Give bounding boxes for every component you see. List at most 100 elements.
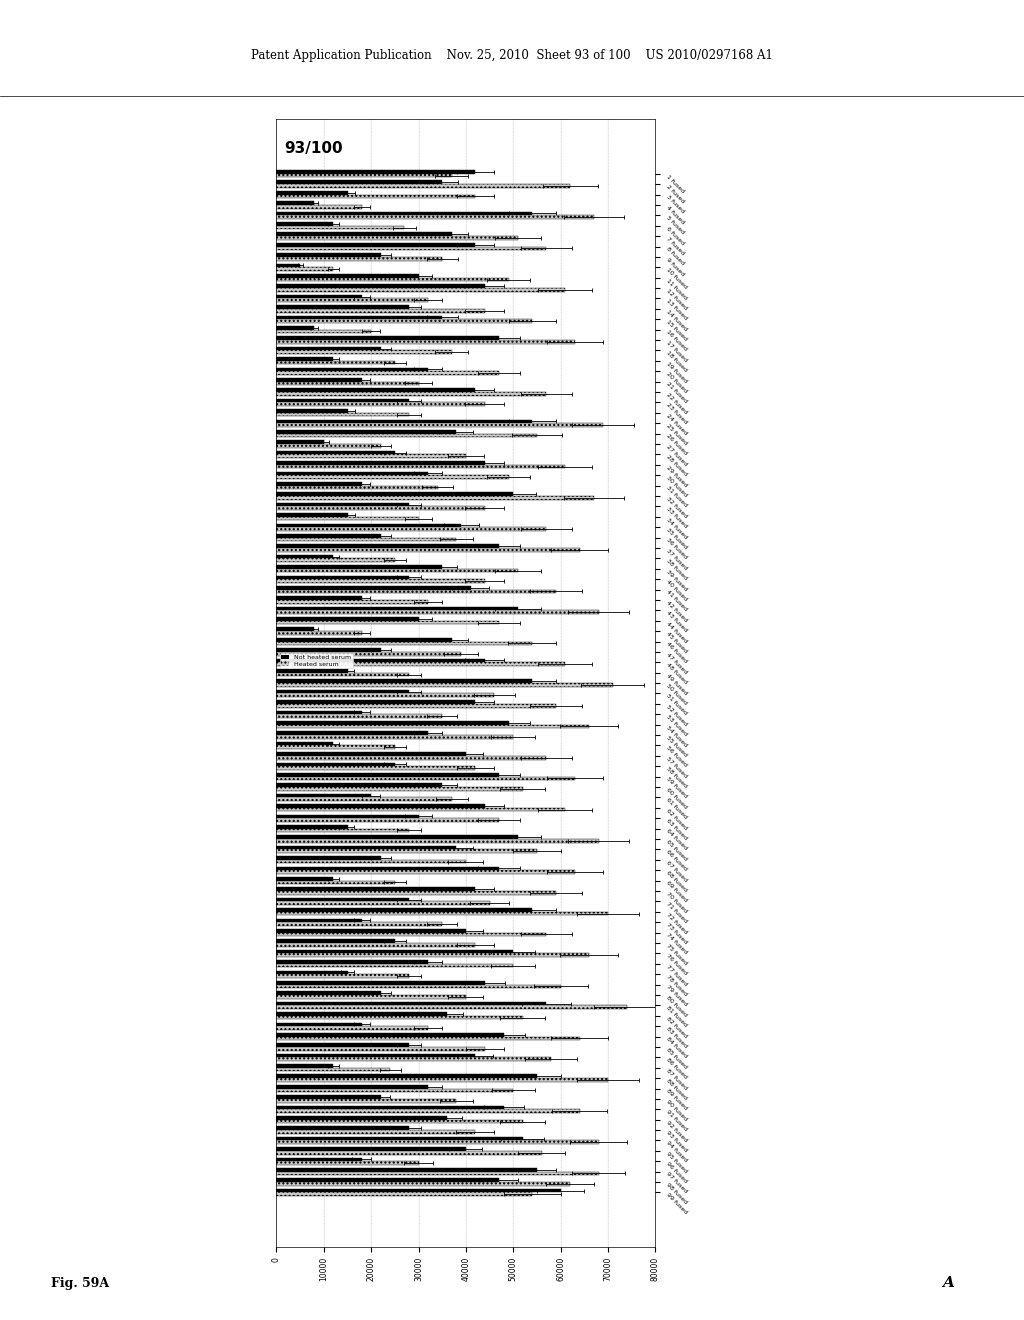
Bar: [276, 970, 347, 974]
Bar: [276, 350, 452, 354]
Bar: [276, 929, 466, 933]
Bar: [276, 1074, 537, 1078]
Bar: [276, 236, 518, 240]
Bar: [276, 880, 395, 884]
Bar: [276, 309, 485, 313]
Bar: [276, 731, 428, 735]
Bar: [276, 682, 612, 686]
Bar: [276, 870, 574, 874]
Bar: [276, 1179, 499, 1183]
Bar: [276, 1089, 513, 1092]
Bar: [276, 923, 442, 925]
Bar: [276, 721, 509, 725]
Bar: [276, 215, 594, 219]
Bar: [276, 516, 419, 520]
Bar: [276, 620, 499, 624]
Bar: [276, 714, 442, 718]
Bar: [276, 1078, 608, 1082]
Bar: [276, 787, 522, 791]
Bar: [276, 700, 475, 704]
Bar: [276, 471, 428, 475]
Bar: [276, 1172, 598, 1175]
Bar: [276, 1053, 475, 1057]
Bar: [276, 735, 513, 739]
Bar: [276, 586, 471, 590]
Bar: [276, 953, 589, 957]
Bar: [276, 1119, 522, 1123]
Bar: [276, 253, 381, 257]
Bar: [276, 597, 361, 599]
Bar: [276, 576, 410, 579]
Bar: [276, 964, 513, 968]
Bar: [276, 503, 410, 507]
Bar: [276, 1016, 522, 1019]
Bar: [276, 949, 513, 953]
Bar: [276, 607, 518, 610]
Bar: [276, 866, 499, 870]
Bar: [276, 381, 419, 385]
Bar: [276, 441, 324, 444]
Bar: [276, 267, 334, 271]
Bar: [276, 783, 442, 787]
Bar: [276, 642, 532, 645]
Bar: [276, 1162, 419, 1166]
Bar: [276, 912, 608, 916]
Bar: [276, 454, 466, 458]
Legend: Not heated serum, Heated serum: Not heated serum, Heated serum: [280, 652, 353, 668]
Bar: [276, 818, 499, 822]
Bar: [276, 616, 419, 620]
Bar: [276, 569, 518, 573]
Text: 93/100: 93/100: [284, 141, 343, 156]
Bar: [276, 908, 532, 912]
Bar: [276, 752, 466, 756]
Bar: [276, 191, 347, 194]
Bar: [276, 257, 442, 260]
Bar: [276, 1140, 598, 1144]
Bar: [276, 1064, 334, 1068]
Bar: [276, 554, 334, 558]
Bar: [276, 631, 361, 635]
Bar: [276, 710, 361, 714]
Bar: [276, 793, 372, 797]
Bar: [276, 891, 556, 895]
Bar: [276, 201, 314, 205]
Bar: [276, 413, 410, 417]
Bar: [276, 294, 361, 298]
Bar: [276, 825, 347, 829]
Bar: [276, 319, 532, 323]
Bar: [276, 403, 485, 407]
Bar: [276, 371, 499, 375]
Bar: [276, 840, 598, 842]
Bar: [276, 1096, 381, 1100]
Bar: [276, 898, 410, 902]
Bar: [276, 590, 556, 593]
Bar: [276, 746, 395, 750]
Bar: [276, 960, 428, 964]
Bar: [276, 804, 485, 808]
Bar: [276, 1137, 522, 1140]
Bar: [276, 774, 499, 776]
Bar: [276, 330, 372, 334]
Bar: [276, 725, 589, 729]
Bar: [276, 829, 410, 833]
Bar: [276, 548, 580, 552]
Bar: [276, 181, 442, 183]
Bar: [276, 232, 452, 236]
Bar: [276, 846, 457, 850]
Bar: [276, 444, 381, 447]
Bar: [276, 704, 556, 708]
Bar: [276, 1085, 428, 1089]
Bar: [276, 1032, 504, 1036]
Bar: [276, 1057, 551, 1061]
Bar: [276, 669, 347, 673]
Bar: [276, 1151, 542, 1155]
Bar: [276, 305, 410, 309]
Bar: [276, 659, 485, 663]
Bar: [276, 1106, 504, 1109]
Bar: [276, 420, 532, 424]
Bar: [276, 513, 347, 516]
Bar: [276, 1043, 410, 1047]
Bar: [276, 507, 485, 510]
Bar: [276, 243, 475, 247]
Bar: [276, 981, 485, 985]
